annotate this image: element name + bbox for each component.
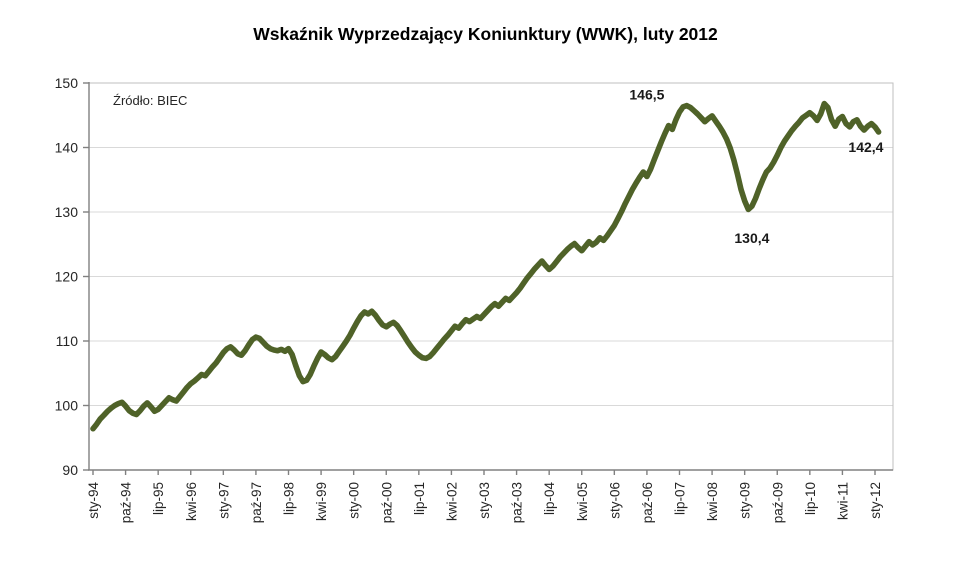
x-tick-label: kwi-11	[835, 482, 850, 520]
x-tick-label: lip-07	[673, 482, 688, 515]
x-tick-label: kwi-96	[184, 482, 199, 521]
x-tick-label: paź-97	[249, 482, 264, 523]
y-tick-label: 140	[55, 140, 79, 156]
y-tick-label: 90	[62, 462, 78, 478]
x-tick-label: paź-03	[510, 482, 525, 523]
x-tick-label: kwi-08	[705, 482, 720, 521]
x-tick-label: sty-12	[868, 482, 883, 519]
y-tick-label: 150	[55, 75, 79, 91]
x-tick-label: paź-94	[119, 482, 134, 524]
wwk-series-line	[90, 100, 882, 432]
x-tick-label: sty-09	[738, 482, 753, 519]
x-tick-label: kwi-99	[314, 482, 329, 521]
y-tick-label: 130	[55, 204, 79, 220]
x-tick-label: sty-03	[477, 482, 492, 519]
x-tick-label: paź-06	[640, 482, 655, 523]
y-tick-label: 110	[56, 333, 79, 349]
x-tick-label: lip-95	[151, 482, 166, 515]
y-tick-label: 120	[55, 269, 79, 285]
annotation-peak-2007: 146,5	[629, 87, 664, 103]
x-tick-label: lip-10	[803, 482, 818, 515]
x-tick-label: lip-01	[412, 482, 427, 515]
x-tick-label: sty-06	[607, 482, 622, 519]
annotation-trough-2009: 130,4	[734, 230, 769, 246]
chart-title: Wskaźnik Wyprzedzający Koniunktury (WWK)…	[253, 24, 718, 44]
x-tick-label: sty-97	[216, 482, 231, 519]
x-tick-label: paź-09	[770, 482, 785, 523]
x-tick-label: kwi-02	[444, 482, 459, 521]
x-tick-label: sty-00	[347, 482, 362, 519]
x-tick-label: kwi-05	[575, 482, 590, 521]
x-tick-label: lip-98	[282, 482, 297, 515]
x-tick-label: paź-00	[379, 482, 394, 523]
annotation-latest-value: 142,4	[848, 139, 883, 155]
x-tick-label: sty-94	[86, 482, 101, 519]
y-tick-label: 100	[55, 398, 79, 414]
source-note: Źródło: BIEC	[113, 93, 187, 108]
x-tick-label: lip-04	[542, 482, 557, 516]
